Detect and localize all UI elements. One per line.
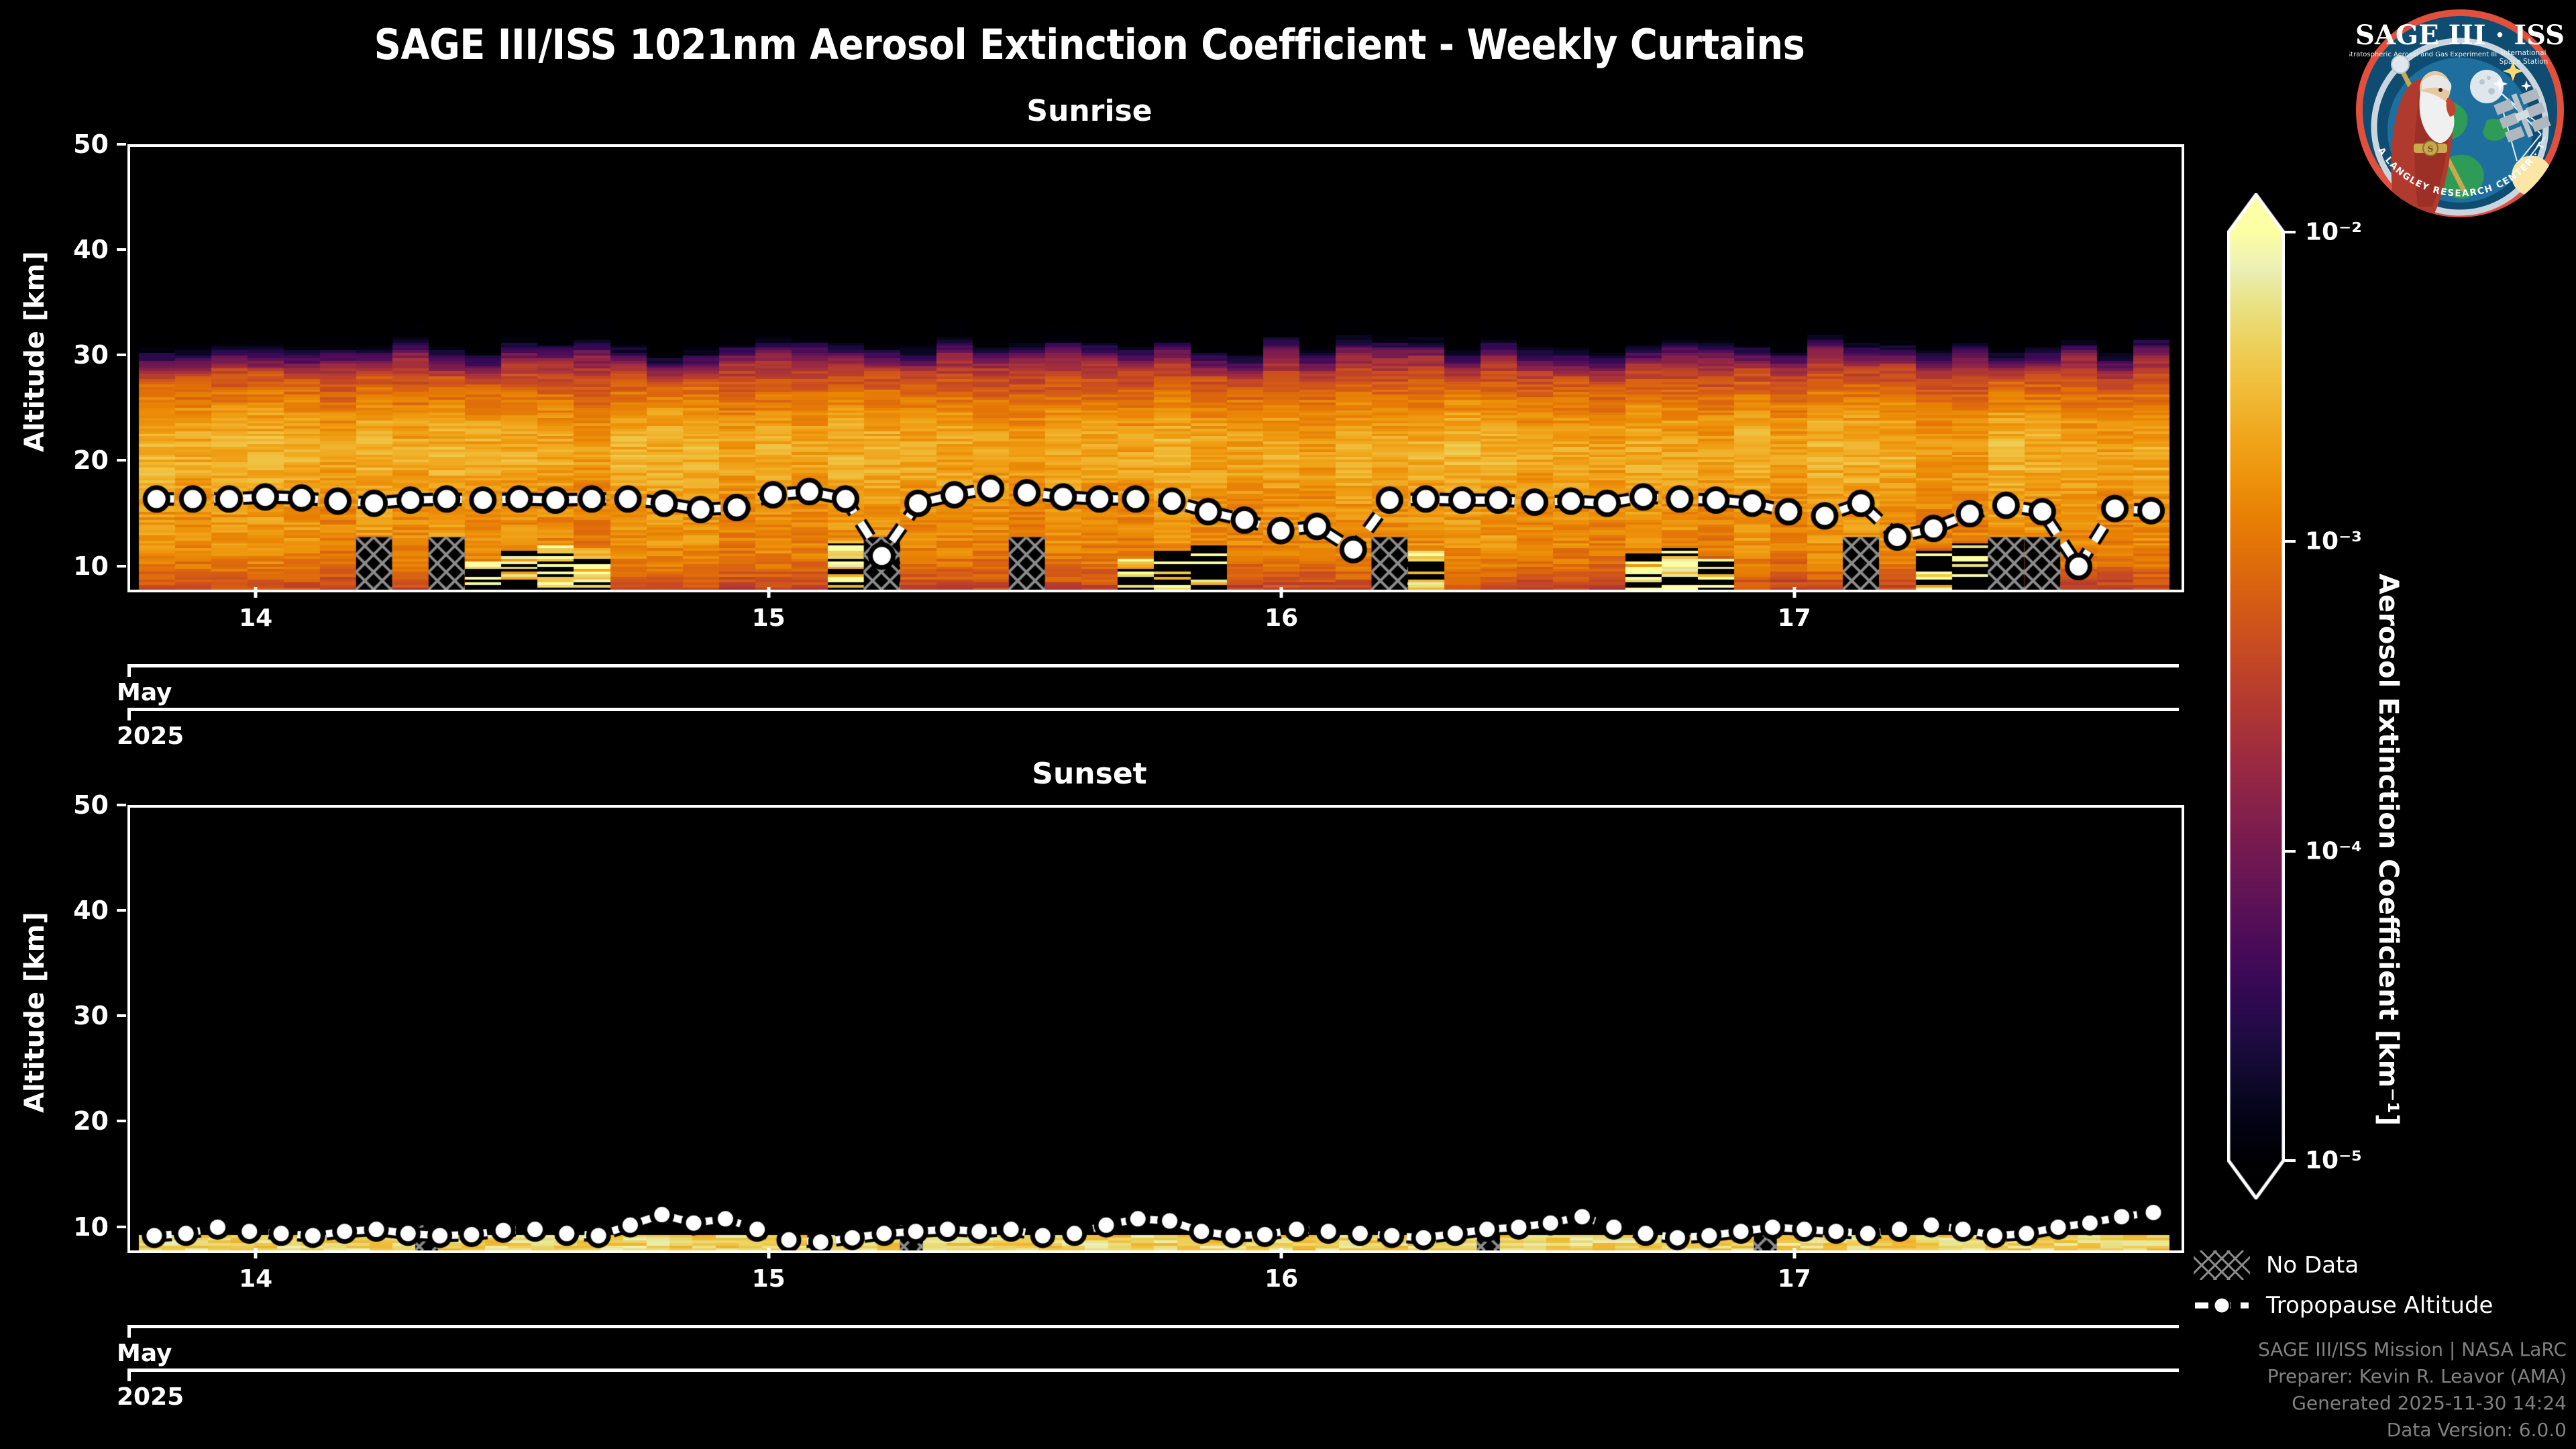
colorbar-label: Aerosol Extinction Coefficient [km⁻¹]: [2373, 574, 2404, 1126]
x-tick-label-day: 16: [1265, 604, 1299, 632]
heatmap-canvas-sunset: [130, 808, 2182, 1250]
logo-svg: S SAGE III · ISS Stratospheric Aerosol a…: [2345, 0, 2565, 217]
date-separator-line-month: [127, 664, 2179, 667]
x-tick-mark: [767, 587, 771, 598]
sage-iii-iss-mission-logo: S SAGE III · ISS Stratospheric Aerosol a…: [2345, 0, 2571, 224]
colorbar-tick-mark: [2285, 540, 2296, 543]
y-tick-mark: [117, 248, 126, 252]
date-separator-tick-month: [127, 1328, 131, 1338]
logo-subtitle-right-1: International: [2501, 49, 2546, 57]
y-tick-mark: [117, 1120, 126, 1123]
x-tick-label-day: 14: [239, 604, 273, 632]
y-tick-mark: [117, 459, 126, 462]
colorbar-tick-mark: [2285, 231, 2296, 233]
x-tick-mark: [254, 587, 258, 598]
y-tick-label: 40: [73, 235, 109, 265]
page-title: SAGE III/ISS 1021nm Aerosol Extinction C…: [374, 20, 1805, 69]
footer-line-2: Generated 2025-11-30 14:24: [2292, 1392, 2567, 1414]
x-tick-label-day: 15: [751, 604, 786, 632]
colorbar-gradient: [2227, 193, 2285, 1199]
panel-title-sunset: Sunset: [1032, 757, 1147, 791]
colorbar-tick-mark: [2285, 1159, 2296, 1162]
x-tick-mark: [767, 1248, 771, 1258]
heatmap-canvas-sunrise: [130, 147, 2182, 590]
colorbar-tick-mark: [2285, 849, 2296, 853]
logo-title: SAGE III · ISS: [2355, 19, 2565, 51]
y-tick-label: 50: [73, 790, 109, 820]
y-tick-mark: [117, 564, 126, 568]
date-label-year: 2025: [117, 722, 184, 750]
date-separator-line-year: [127, 708, 2179, 711]
date-separator-tick-year: [127, 711, 131, 720]
y-tick-label: 50: [73, 129, 109, 159]
x-tick-mark: [1792, 1248, 1796, 1258]
svg-text:S: S: [2428, 144, 2434, 154]
legend-label-tropopause: Tropopause Altitude: [2266, 1292, 2493, 1319]
date-separator-tick-year: [127, 1372, 131, 1381]
date-label-year: 2025: [117, 1383, 184, 1411]
footer-line-0: SAGE III/ISS Mission | NASA LaRC: [2258, 1338, 2567, 1360]
y-tick-label: 30: [73, 340, 109, 370]
y-tick-mark: [117, 354, 126, 357]
colorbar[interactable]: [2227, 193, 2285, 1199]
footer-line-1: Preparer: Kevin R. Leavor (AMA): [2267, 1365, 2567, 1387]
x-tick-label-day: 17: [1777, 604, 1811, 632]
x-tick-label-day: 14: [239, 1265, 273, 1293]
colorbar-tick-label: 10⁻³: [2305, 527, 2362, 555]
y-tick-label: 30: [73, 1001, 109, 1031]
date-separator-line-month: [127, 1325, 2179, 1328]
date-separator-line-year: [127, 1368, 2179, 1372]
y-tick-mark: [117, 909, 126, 912]
x-tick-label-day: 17: [1777, 1265, 1811, 1293]
x-tick-mark: [254, 1248, 258, 1258]
y-tick-label: 10: [73, 1212, 109, 1242]
panel-title-sunrise: Sunrise: [1026, 94, 1152, 128]
y-axis-label-sunrise: Altitude [km]: [19, 251, 50, 452]
x-tick-mark: [1279, 1248, 1283, 1258]
logo-subtitle-left: Stratospheric Aerosol and Gas Experiment…: [2349, 51, 2497, 58]
footer-line-3: Data Version: 6.0.0: [2386, 1419, 2567, 1441]
y-tick-label: 10: [73, 551, 109, 581]
plot-area-sunset[interactable]: [127, 805, 2184, 1253]
x-tick-mark: [1279, 587, 1283, 598]
date-separator-tick-month: [127, 667, 131, 677]
y-tick-mark: [117, 804, 126, 806]
colorbar-tick-label: 10⁻⁴: [2305, 837, 2362, 865]
plot-area-sunrise[interactable]: [127, 144, 2184, 592]
colorbar-tick-label: 10⁻⁵: [2305, 1146, 2362, 1175]
y-tick-label: 40: [73, 896, 109, 926]
y-tick-mark: [117, 143, 126, 146]
colorbar-tick-label: 10⁻²: [2305, 218, 2362, 246]
y-tick-label: 20: [73, 445, 109, 476]
x-tick-label-day: 16: [1265, 1265, 1299, 1293]
y-tick-label: 20: [73, 1106, 109, 1136]
x-tick-label-day: 15: [751, 1265, 786, 1293]
y-axis-label-sunset: Altitude [km]: [19, 912, 50, 1113]
x-tick-mark: [1792, 587, 1796, 598]
logo-subtitle-right-2: Space Station: [2500, 58, 2548, 66]
y-tick-mark: [117, 1225, 126, 1228]
date-label-month: May: [117, 1340, 172, 1367]
date-label-month: May: [117, 679, 172, 706]
dashed-marker-line-icon: [2195, 1296, 2249, 1315]
hatch-swatch-icon: [2194, 1250, 2250, 1280]
logo-title-group: SAGE III · ISS Stratospheric Aerosol and…: [2347, 19, 2565, 66]
y-tick-mark: [117, 1014, 126, 1018]
legend-label-no-data: No Data: [2266, 1252, 2359, 1279]
